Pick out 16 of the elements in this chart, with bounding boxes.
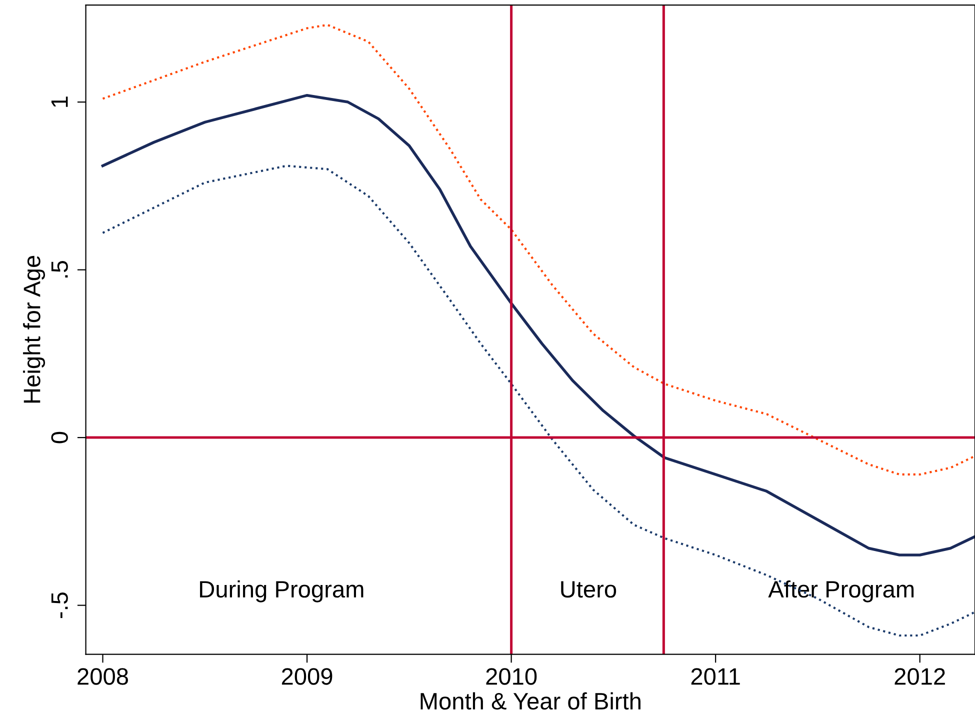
x-tick-label: 2010 [486, 668, 537, 685]
x-tick-label: 2009 [282, 668, 332, 685]
line-series [102, 164, 975, 637]
line-series [102, 24, 975, 476]
y-axis-title: Height for Age [23, 256, 46, 403]
line-series [101, 94, 975, 556]
x-tick-label: 2008 [78, 668, 128, 685]
annotation: Utero [561, 581, 616, 598]
x-tick-label: 2012 [894, 668, 945, 685]
y-tick-label: 0 [51, 432, 68, 444]
x-axis-title: Month & Year of Birth [420, 692, 640, 710]
x-tick-label: 2011 [691, 668, 740, 685]
y-tick-label: -.5 [51, 592, 68, 618]
annotation: During Program [200, 580, 364, 602]
y-tick-label: 1 [51, 96, 68, 107]
y-tick-label: .5 [51, 260, 68, 278]
